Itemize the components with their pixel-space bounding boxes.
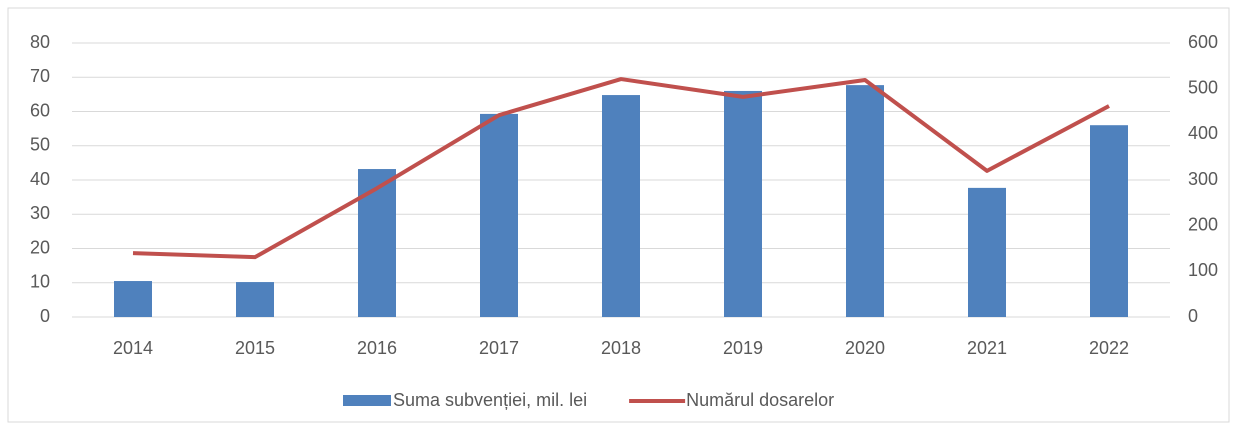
y2-tick-label: 600: [1188, 32, 1218, 52]
bar: [846, 85, 884, 317]
x-tick-label: 2016: [357, 338, 397, 358]
legend-label: Numărul dosarelor: [686, 390, 834, 410]
y-tick-label: 80: [30, 32, 50, 52]
y2-tick-label: 500: [1188, 77, 1218, 97]
legend-label: Suma subvenției, mil. lei: [393, 390, 587, 410]
x-tick-label: 2021: [967, 338, 1007, 358]
x-tick-label: 2020: [845, 338, 885, 358]
bar: [358, 169, 396, 317]
y2-tick-label: 200: [1188, 214, 1218, 234]
bar: [114, 281, 152, 317]
y2-tick-label: 300: [1188, 169, 1218, 189]
bar: [602, 95, 640, 317]
y-tick-label: 30: [30, 203, 50, 223]
bar: [968, 187, 1006, 317]
x-tick-label: 2022: [1089, 338, 1129, 358]
y-tick-label: 60: [30, 100, 50, 120]
y-tick-label: 50: [30, 135, 50, 155]
y-tick-label: 20: [30, 237, 50, 257]
line-series: [132, 77, 1110, 260]
bar: [1090, 125, 1128, 317]
y-tick-label: 40: [30, 169, 50, 189]
y2-tick-label: 100: [1188, 260, 1218, 280]
x-tick-label: 2018: [601, 338, 641, 358]
y-tick-label: 10: [30, 272, 50, 292]
x-tick-label: 2019: [723, 338, 763, 358]
x-tick-label: 2015: [235, 338, 275, 358]
y2-tick-label: 400: [1188, 123, 1218, 143]
x-tick-label: 2017: [479, 338, 519, 358]
bar: [724, 90, 762, 317]
x-tick-label: 2014: [113, 338, 153, 358]
y-tick-label: 70: [30, 66, 50, 86]
y-tick-label: 0: [40, 306, 50, 326]
bar: [236, 282, 274, 317]
bar: [480, 113, 518, 318]
legend-swatch: [343, 395, 391, 406]
y2-tick-label: 0: [1188, 306, 1198, 326]
